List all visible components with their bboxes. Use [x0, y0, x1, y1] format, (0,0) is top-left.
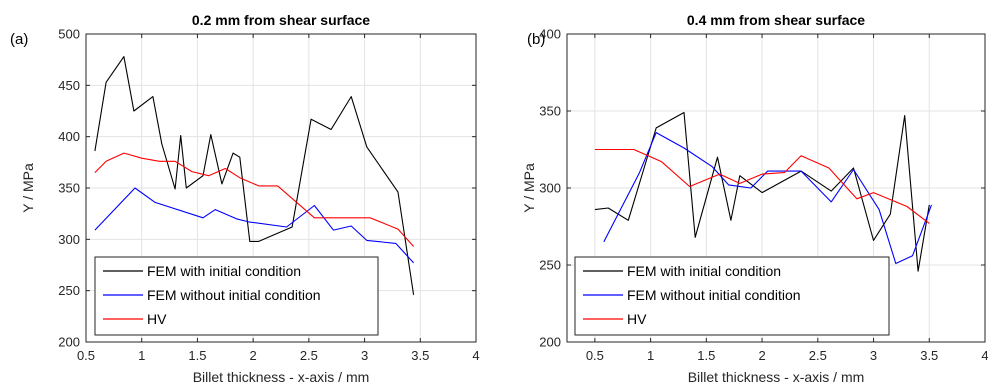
legend-label-2: HV — [147, 311, 167, 327]
legend-label-1: FEM without initial condition — [147, 287, 321, 303]
y-tick-label: 250 — [58, 283, 80, 298]
y-tick-label: 300 — [539, 181, 561, 196]
chart-title: 0.2 mm from shear surface — [192, 12, 370, 28]
chart-title: 0.4 mm from shear surface — [687, 12, 865, 28]
x-axis-label: Billet thickness - x-axis / mm — [193, 369, 370, 385]
x-tick-label: 2 — [758, 348, 765, 363]
legend-label-0: FEM with initial condition — [147, 263, 301, 279]
x-tick-label: 0.5 — [77, 348, 95, 363]
panel-label: (b) — [527, 31, 545, 48]
x-tick-label: 3 — [361, 348, 368, 363]
x-tick-label: 1.5 — [188, 348, 206, 363]
x-tick-label: 3.5 — [920, 348, 938, 363]
x-tick-label: 4 — [472, 348, 479, 363]
x-tick-label: 3 — [870, 348, 877, 363]
series-line-1 — [603, 132, 933, 265]
x-tick-label: 1 — [647, 348, 654, 363]
x-tick-label: 1 — [138, 348, 145, 363]
x-axis-label: Billet thickness - x-axis / mm — [688, 369, 865, 385]
legend-label-0: FEM with initial condition — [627, 263, 781, 279]
panel-label: (a) — [10, 31, 28, 48]
y-tick-label: 200 — [58, 335, 80, 350]
y-axis-label: Y / MPa — [521, 163, 537, 213]
legend-box — [94, 256, 379, 336]
legend-label-2: HV — [627, 311, 647, 327]
series-line-2 — [94, 152, 415, 247]
y-tick-label: 300 — [58, 232, 80, 247]
panel-b: 0.5 1 1.5 2 2.5 3 3.5 4 200 250 300 350 400 0.4 mm fr… — [521, 12, 988, 385]
x-tick-label: 1.5 — [697, 348, 715, 363]
y-tick-label: 200 — [539, 335, 561, 350]
series-line-0 — [94, 56, 415, 295]
x-tick-label: 2.5 — [300, 348, 318, 363]
y-tick-label: 400 — [539, 27, 561, 42]
y-tick-label: 350 — [58, 181, 80, 196]
y-tick-label: 450 — [58, 78, 80, 93]
x-tick-label: 2 — [250, 348, 257, 363]
x-tick-label: 3.5 — [411, 348, 429, 363]
y-tick-label: 250 — [539, 258, 561, 273]
legend-label-1: FEM without initial condition — [627, 287, 801, 303]
y-tick-label: 500 — [58, 27, 80, 42]
legend-box — [574, 256, 890, 336]
y-tick-label: 350 — [539, 104, 561, 119]
y-axis-label: Y / MPa — [20, 163, 36, 213]
series-line-2 — [594, 148, 930, 224]
x-tick-label: 2.5 — [809, 348, 827, 363]
series-line-1 — [94, 187, 415, 264]
panel-a: 0.5 1 1.5 2 2.5 3 3.5 4 200 250 300 350 400 450 500 0.2… — [10, 12, 480, 385]
x-tick-label: 0.5 — [586, 348, 604, 363]
y-tick-label: 400 — [58, 129, 80, 144]
x-tick-label: 4 — [981, 348, 988, 363]
